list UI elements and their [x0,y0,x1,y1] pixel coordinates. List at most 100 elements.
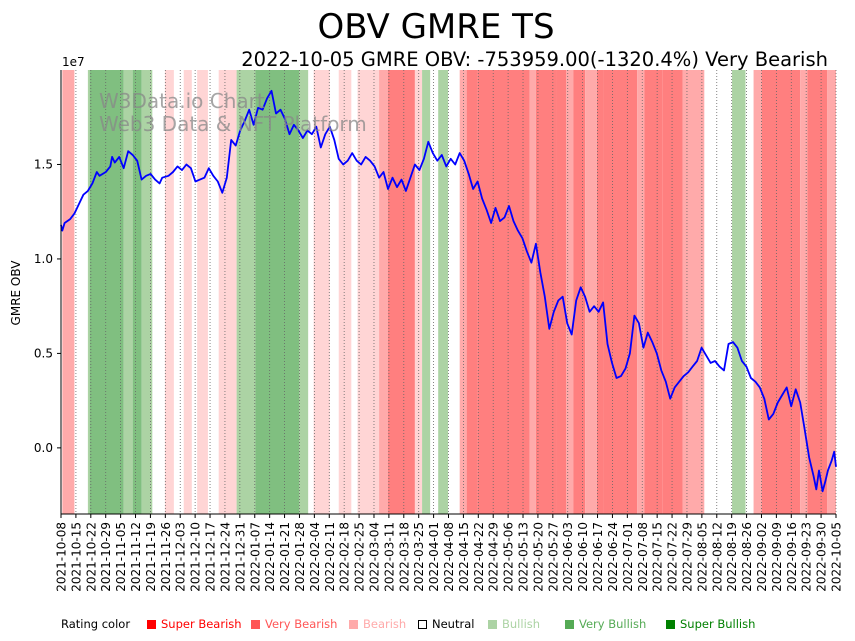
legend-swatch [349,620,358,629]
x-tick-label: 2021-12-03 [174,522,188,592]
x-tick-label: 2022-03-11 [382,522,396,592]
rating-band-bullish [87,70,90,514]
rating-band-bearish [682,70,705,514]
x-tick-label: 2022-01-21 [278,522,292,592]
x-tick-label: 2021-12-10 [189,522,203,592]
legend-item-neutral: Neutral [418,617,474,631]
x-tick-label: 2022-02-11 [323,522,337,592]
x-tick-label: 2022-02-04 [308,522,322,592]
x-tick-label: 2021-10-08 [55,522,69,592]
x-tick-label: 2022-06-24 [606,522,620,592]
rating-band-very-bearish [477,70,530,514]
rating-band-very-bearish [535,70,557,514]
legend-swatch [251,620,260,629]
legend-label: Rating color [61,617,131,631]
x-tick-label: 2022-01-28 [293,522,307,592]
x-tick-label: 2021-11-26 [159,522,173,592]
x-tick-label: 2022-09-02 [755,522,769,592]
x-tick-label: 2022-07-08 [636,522,650,592]
x-tick-label: 2022-02-18 [338,522,352,592]
x-tick-label: 2022-08-26 [740,522,754,592]
x-tick-label: 2022-07-29 [681,522,695,592]
rating-band-neutral [152,70,165,514]
x-tick-label: 2022-05-20 [531,522,545,592]
x-tick-label: 2022-09-16 [785,522,799,592]
rating-band-bearish [529,70,536,514]
x-tick-label: 2022-06-10 [576,522,590,592]
rating-band-bullish [438,70,449,514]
rating-band-light-bearish [218,70,237,514]
legend-item-very-bearish: Very Bearish [251,617,337,631]
rating-band-neutral [745,70,754,514]
rating-band-bullish [236,70,256,514]
rating-band-neutral [433,70,439,514]
rating-band-bullish [422,70,431,514]
rating-band-very-bullish [255,70,300,514]
obv-series-line [60,89,837,493]
legend-item-bearish: Bearish [349,617,406,631]
rating-band-very-bearish [466,70,478,514]
x-tick-label: 2022-09-30 [815,522,829,592]
rating-band-light-bearish [164,70,174,514]
x-tick-label: 2022-05-27 [546,522,560,592]
rating-band-very-bullish [132,70,142,514]
watermark: W3Data.io Chart Web3 Data & NFT Platform [99,89,367,136]
watermark-line2: Web3 Data & NFT Platform [99,112,367,136]
x-tick-label: 2021-11-19 [144,522,158,592]
y-tick-label: 1.0 [34,252,53,266]
y-axis-label: GMRE OBV [9,260,23,326]
x-tick-label: 2021-10-29 [99,522,113,592]
y-tick-label: 0.0 [34,441,53,455]
x-tick-label: 2022-04-29 [487,522,501,592]
x-tick-label: 2022-03-25 [412,522,426,592]
legend-swatch [565,620,574,629]
x-tick-label: 2022-09-23 [800,522,814,592]
x-tick-label: 2022-05-06 [502,522,516,592]
legend-item-bullish: Bullish [488,617,540,631]
x-tick-label: 2022-07-01 [621,522,635,592]
x-tick-label: 2022-09-09 [770,522,784,592]
rating-band-bullish [141,70,153,514]
legend-item-super-bearish: Super Bearish [147,617,242,631]
x-tick-label: 2022-01-07 [248,522,262,592]
x-tick-label: 2022-03-04 [368,522,382,592]
rating-band-neutral [308,70,314,514]
rating-band-very-bearish [761,70,801,514]
y-tick-label: 1.5 [34,157,53,171]
x-tick-label: 2021-11-05 [114,522,128,592]
x-tick-label: 2021-12-24 [218,522,232,592]
legend-swatch [418,620,427,629]
rating-band-very-bullish [89,70,124,514]
rating-band-light-bearish [338,70,352,514]
legend-item-very-bullish: Very Bullish [565,617,646,631]
rating-band-bullish [299,70,309,514]
rating-band-very-bearish [603,70,617,514]
chart-title: OBV GMRE TS [317,7,554,47]
watermark-line1: W3Data.io Chart [99,89,265,113]
rating-band-very-bearish [556,70,567,514]
x-tick-label: 2022-08-05 [695,522,709,592]
rating-band-neutral [719,70,732,514]
x-tick-label: 2022-08-12 [710,522,724,592]
rating-band-bullish [732,70,746,514]
x-tick-label: 2022-03-18 [397,522,411,592]
x-tick-label: 2022-10-05 [830,522,844,592]
rating-band-very-bearish [596,70,604,514]
rating-band-bearish [62,70,75,514]
rating-band-bearish [585,70,597,514]
x-tick-label: 2022-04-01 [427,522,441,592]
rating-band-very-bearish [662,70,683,514]
x-tick-label: 2022-02-25 [353,522,367,592]
x-tick-label: 2022-04-22 [472,522,486,592]
rating-band-very-bearish [807,70,828,514]
x-tick-label: 2021-12-31 [233,522,247,592]
rating-band-neutral [74,70,88,514]
y-multiplier: 1e7 [62,55,85,69]
x-tick-label: 2021-11-12 [129,522,143,592]
x-tick-label: 2022-07-22 [666,522,680,592]
rating-band-bearish [566,70,574,514]
legend-item-super-bullish: Super Bullish [666,617,755,631]
rating-band-light-bearish [183,70,192,514]
rating-band-light-bearish [197,70,208,514]
